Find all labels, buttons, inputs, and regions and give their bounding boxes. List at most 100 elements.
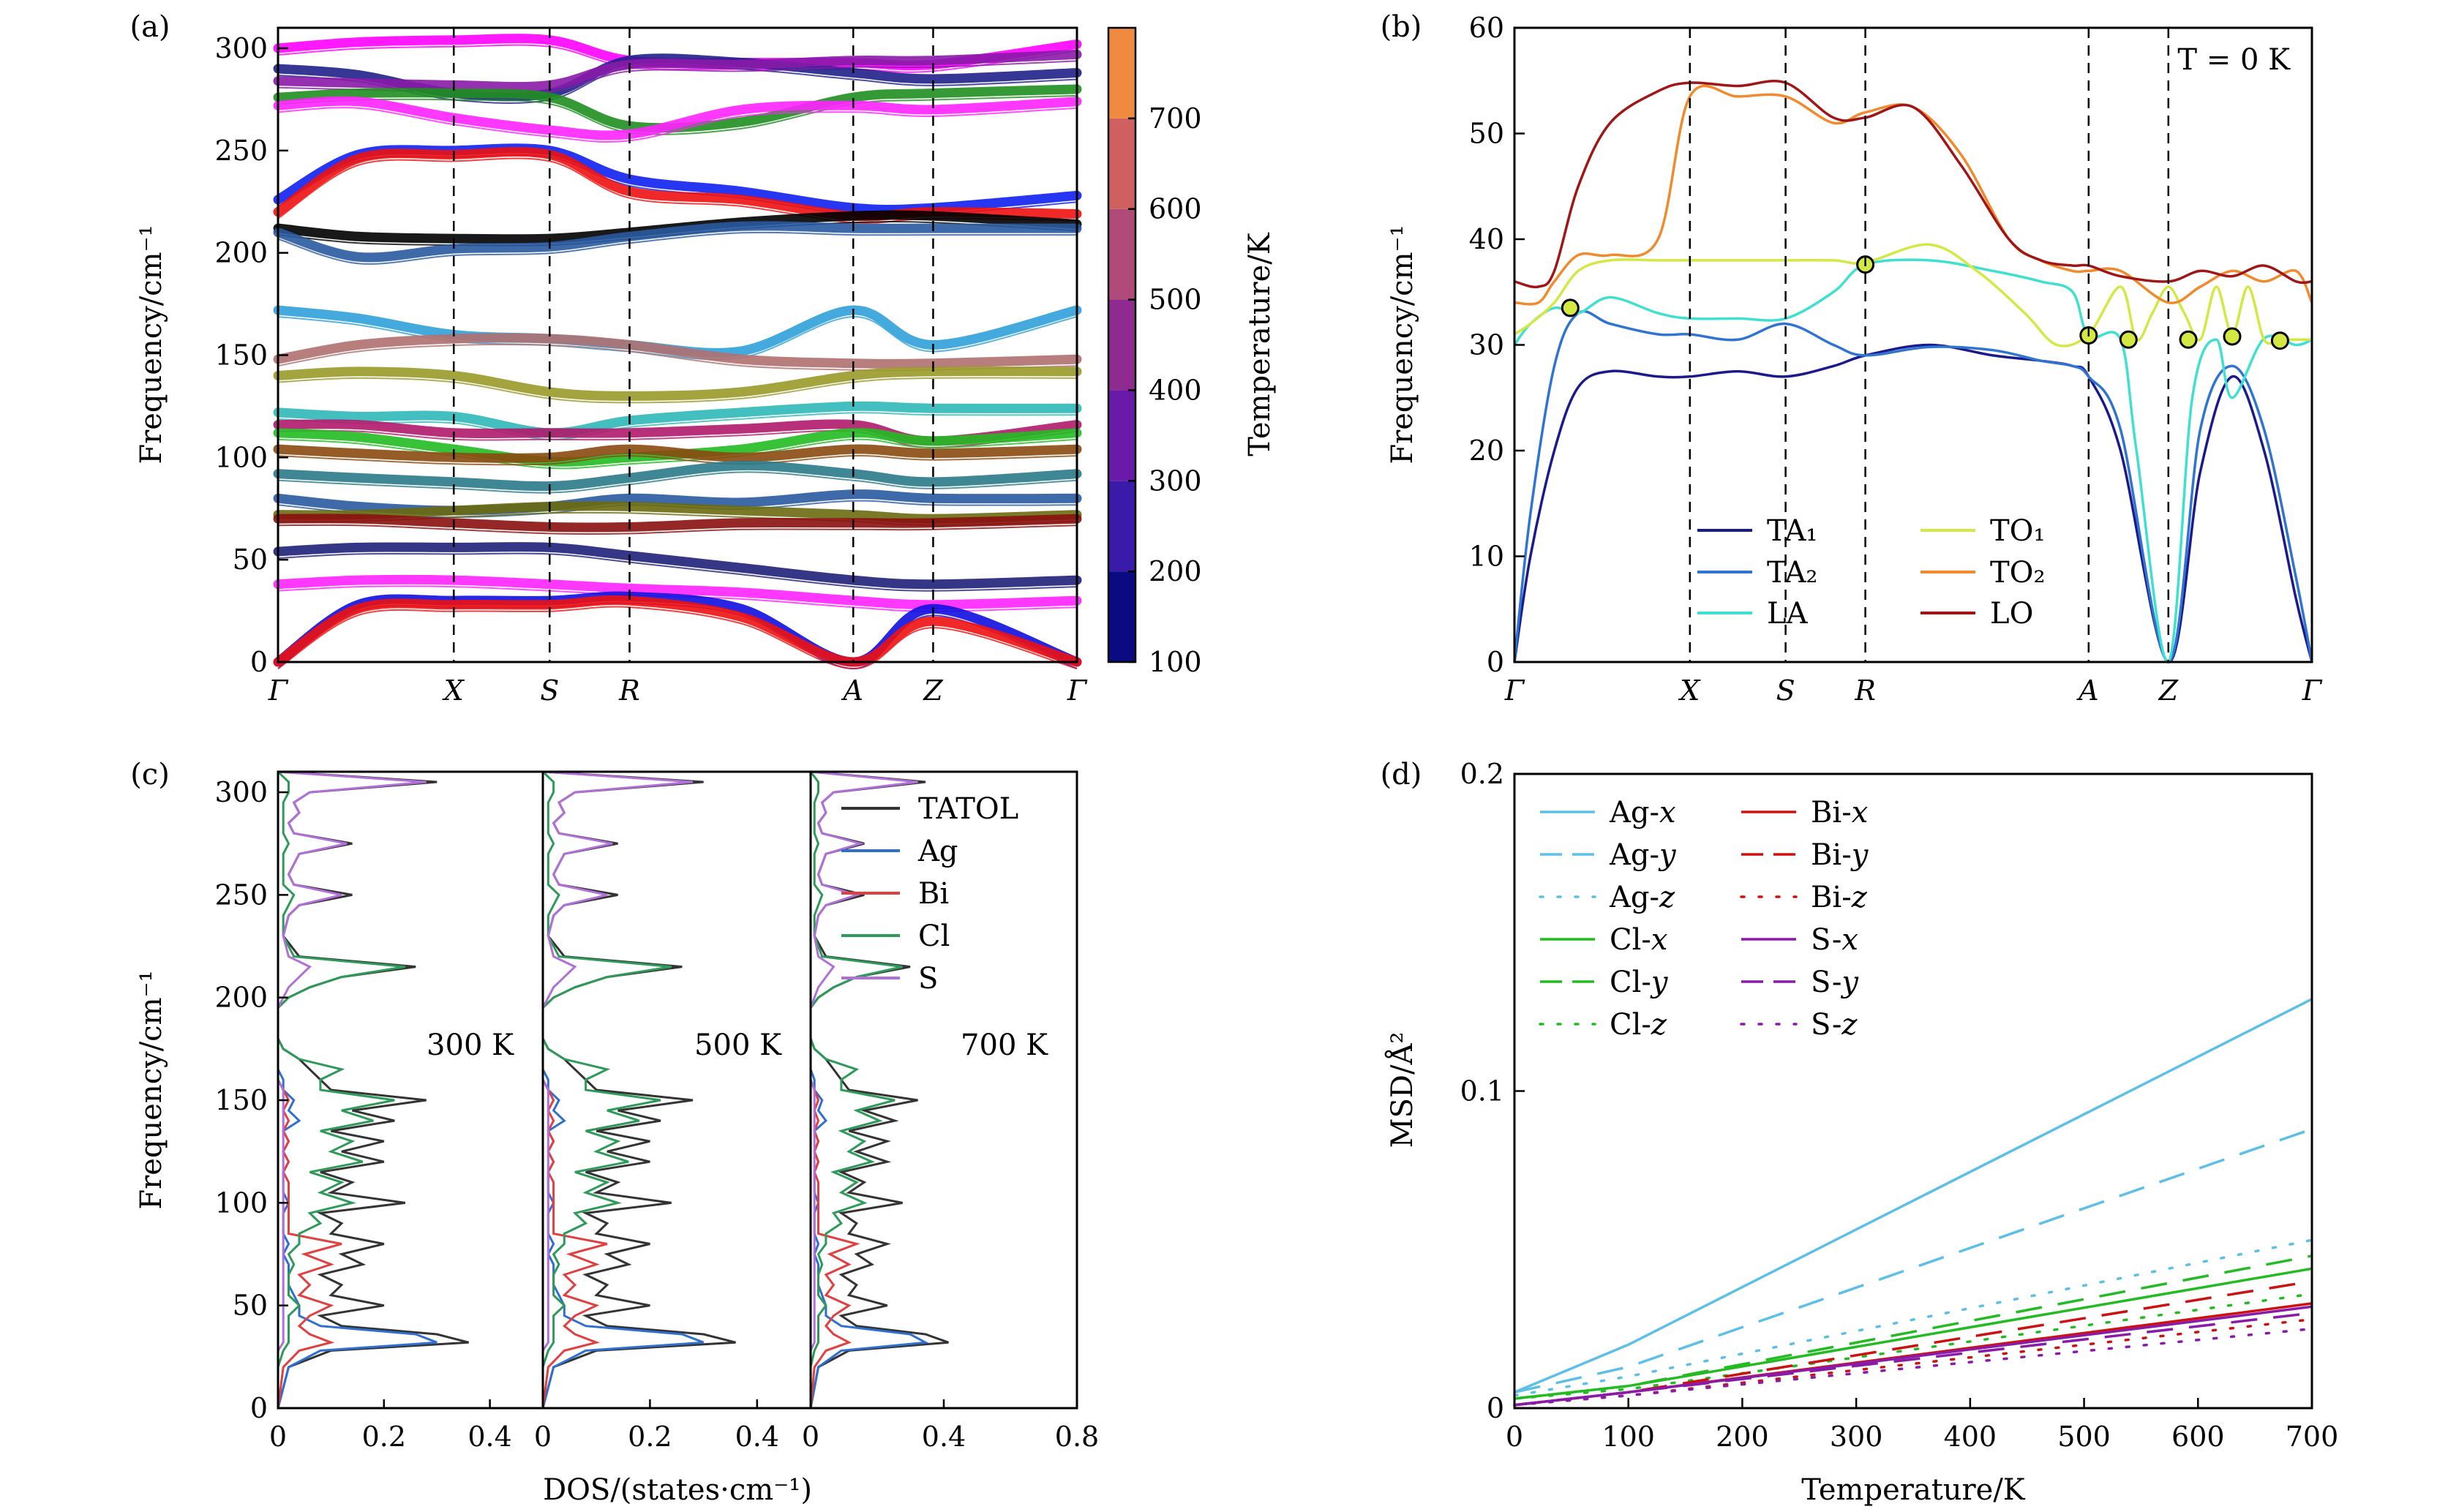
colorbar-tick-label: 300 [1149,464,1202,497]
x-tick-label: 300 [1830,1421,1883,1453]
legend-label: Bi-y [1811,838,1869,872]
band-line-spread [277,377,1078,404]
legend-label: Bi-x [1811,796,1868,830]
legend-label: LA [1767,597,1809,631]
k-point-label: R [618,674,640,707]
temperature-label: 500 K [694,1028,782,1062]
legend-label: Bi [918,877,949,911]
dos-line-Cl [541,770,672,1408]
legend-label: Ag [917,835,958,868]
panel-d-msd: 0 100 200 300 400 500 600 700 0 0.1 0.2 MSD/Å² Tempe… [1381,758,2339,1507]
band-line-spread [277,412,1078,440]
band-line [273,84,1082,133]
series-line-TA₂ [1513,309,2313,663]
dos-line-TATOL [541,770,736,1409]
legend-label: S [918,962,938,996]
y-tick-label: 40 [1469,223,1504,255]
series-line-TO₂ [1514,84,2313,306]
legend-label: S-y [1811,966,1859,999]
temperature-label: 700 K [961,1028,1048,1062]
colorbar-tick-label: 600 [1149,193,1202,225]
msd-line-S-y [1514,1312,2313,1407]
legend-label: TA₂ [1767,556,1817,590]
y-tick-label: 0.2 [1460,758,1504,790]
y-tick-label: 0 [1487,646,1504,678]
band-line-spread [277,44,1078,73]
colorbar-tick-label: 200 [1149,555,1202,587]
colorbar-segment [1108,481,1135,572]
band-line [273,96,1082,140]
y-tick-label: 0 [1487,1392,1504,1424]
msd-line-Ag-x [1514,998,2313,1393]
dos-line-Ag [277,772,438,1409]
legend-label: TA₁ [1767,514,1817,548]
msd-line-Cl-x [1514,1267,2313,1400]
crossing-marker [1561,298,1580,317]
k-point-label: A [2076,674,2098,707]
x-tick-label: 0 [269,1421,287,1453]
y-tick-label: 30 [1469,329,1504,361]
legend-label: Ag-y [1609,838,1677,872]
legend-label: Bi-z [1811,881,1868,914]
band-line [273,49,1082,91]
panel-label: (c) [130,758,170,791]
band-line [273,542,1082,590]
panel-a-axes [277,26,1078,663]
dos-line-Ag [809,772,930,1409]
msd-line-Ag-y [1514,1127,2313,1394]
y-tick-label: 100 [214,441,268,473]
colorbar-segment [1108,208,1135,300]
legend-label: TO₂ [1990,556,2046,590]
k-point-label: S [540,674,559,707]
y-axis-label: MSD/Å² [1385,1032,1419,1148]
band-line [273,444,1082,463]
msd-line-Cl-z [1513,1293,2313,1400]
msd-line-S-z [1513,1327,2313,1407]
k-point-label: Z [923,674,943,707]
x-tick-label: 100 [1602,1421,1655,1453]
y-tick-label: 60 [1469,12,1504,44]
y-tick-label: 0.1 [1460,1075,1504,1107]
x-tick-label: 0 [534,1421,552,1453]
band-line [273,595,1082,667]
x-tick-label: 700 [2286,1421,2339,1453]
x-tick-label: 0 [802,1421,819,1453]
x-tick-label: 0.4 [468,1421,511,1453]
crossing-marker [2179,330,2198,349]
crossing-marker [2223,327,2242,346]
x-tick-label: 0.2 [628,1421,672,1453]
temperature-annotation: T = 0 K [2177,43,2291,77]
legend-label: LO [1990,597,2033,631]
panel-label: (d) [1381,758,1422,791]
colorbar-tick-label: 700 [1149,102,1202,135]
y-tick-label: 200 [214,982,268,1014]
x-tick-label: 600 [2171,1421,2225,1453]
k-point-label: S [1776,674,1795,707]
legend-label: Cl-x [1610,923,1667,957]
band-line-spread [277,552,1078,592]
k-point-label: X [1678,674,1701,707]
legend-label: Cl-z [1610,1008,1667,1042]
k-point-label: Γ [2302,674,2323,707]
band-line [273,514,1082,533]
colorbar-segment [1108,118,1135,209]
y-tick-label: 150 [214,1084,268,1116]
dos-line-Cl [277,770,406,1408]
y-tick-label: 0 [250,1392,268,1424]
dos-line-S [809,770,918,1408]
band-line [273,333,1082,369]
dos-line-Cl [809,771,903,1408]
y-tick-label: 300 [214,776,268,808]
y-tick-label: 20 [1469,435,1504,467]
colorbar-segment [1108,571,1135,662]
crossing-marker [2119,330,2138,349]
band-line-spread [277,471,1078,494]
band-line [273,574,1082,610]
x-tick-label: 0.8 [1055,1421,1099,1453]
k-point-label: R [1854,674,1876,707]
temperature-label: 300 K [427,1028,514,1062]
y-axis-label: Frequency/cm⁻¹ [135,970,168,1209]
y-tick-label: 50 [1469,118,1504,150]
